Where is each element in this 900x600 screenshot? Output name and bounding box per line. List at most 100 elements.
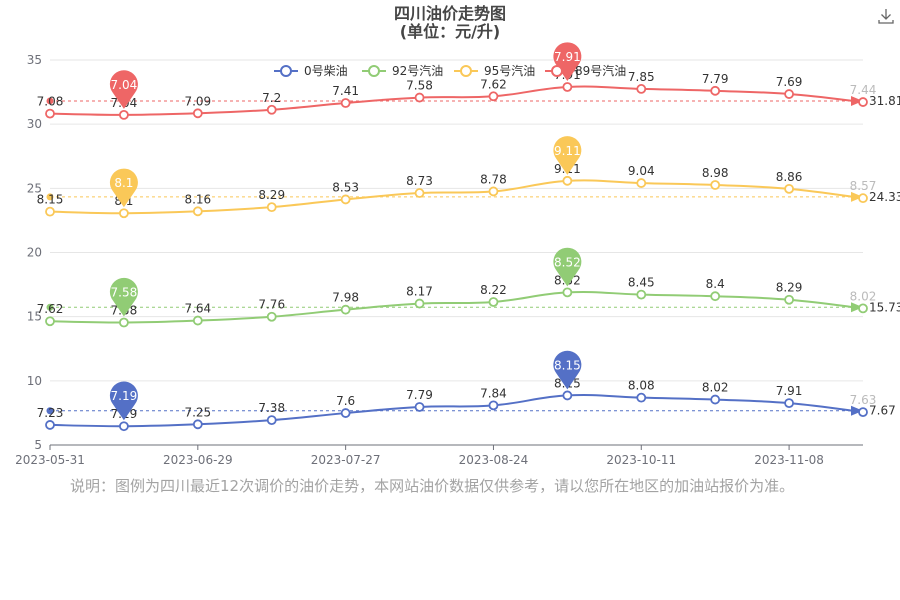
data-label: 7.58 bbox=[406, 79, 433, 93]
data-point bbox=[192, 315, 203, 326]
data-point bbox=[562, 287, 573, 298]
extreme-marker-label: 8.1 bbox=[114, 176, 133, 190]
y-tick-label: 20 bbox=[27, 246, 42, 260]
data-point bbox=[636, 178, 647, 188]
data-label: 7.2 bbox=[262, 91, 281, 105]
extreme-marker-label: 7.58 bbox=[111, 286, 138, 300]
y-tick-label: 10 bbox=[27, 374, 42, 388]
data-point bbox=[858, 193, 868, 204]
x-tick-label: 2023-05-31 bbox=[15, 453, 85, 467]
data-label: 7.62 bbox=[37, 302, 64, 316]
data-point bbox=[858, 303, 868, 314]
data-point bbox=[266, 311, 277, 322]
average-line-start bbox=[46, 97, 54, 105]
data-point bbox=[45, 206, 55, 217]
data-label: 8.4 bbox=[706, 277, 725, 291]
y-tick-label: 15 bbox=[27, 310, 42, 324]
extreme-marker-pin bbox=[553, 136, 582, 175]
data-point bbox=[488, 91, 499, 102]
data-point bbox=[192, 206, 203, 217]
data-point bbox=[45, 108, 55, 119]
data-point bbox=[414, 92, 425, 103]
chart-title-unit: (单位：元/升) bbox=[399, 22, 501, 41]
data-label: 8.53 bbox=[332, 180, 359, 194]
data-label: 7.62 bbox=[480, 77, 507, 91]
legend-label: 0号柴油 bbox=[304, 64, 348, 78]
series-line bbox=[49, 290, 864, 324]
data-point bbox=[192, 108, 203, 119]
data-point bbox=[636, 84, 647, 94]
data-point bbox=[562, 390, 573, 401]
data-point bbox=[636, 289, 647, 300]
data-label: 7.84 bbox=[480, 386, 507, 400]
average-label: 7.67 bbox=[869, 404, 896, 418]
data-label: 7.91 bbox=[776, 384, 803, 398]
x-tick-label: 2023-06-29 bbox=[163, 453, 233, 467]
data-label: 7.79 bbox=[702, 72, 729, 86]
data-point bbox=[119, 421, 129, 432]
series-line bbox=[49, 179, 864, 215]
data-point bbox=[710, 394, 721, 405]
data-label: 7.69 bbox=[776, 75, 803, 89]
data-label: 8.57 bbox=[850, 179, 877, 193]
data-point bbox=[858, 97, 868, 107]
legend-label: 92号汽油 bbox=[392, 63, 443, 78]
data-label: 8.45 bbox=[628, 276, 655, 290]
data-point bbox=[488, 186, 499, 197]
extreme-marker-label: 7.19 bbox=[111, 389, 138, 403]
extreme-marker-label: 8.52 bbox=[554, 255, 581, 269]
data-point bbox=[784, 183, 794, 194]
data-point bbox=[119, 109, 129, 120]
data-label: 7.6 bbox=[336, 394, 355, 408]
data-point bbox=[710, 291, 721, 302]
data-point bbox=[858, 407, 868, 417]
data-point bbox=[266, 202, 277, 213]
series-line bbox=[49, 393, 864, 428]
extreme-marker-pin bbox=[553, 247, 582, 287]
data-point bbox=[119, 317, 129, 328]
data-point bbox=[710, 85, 721, 96]
extreme-marker-pin bbox=[109, 277, 138, 317]
data-point bbox=[488, 400, 499, 411]
extreme-marker-label: 7.91 bbox=[554, 50, 581, 64]
extreme-marker-pin bbox=[553, 42, 582, 81]
download-button[interactable] bbox=[876, 6, 896, 26]
legend-label: 95号汽油 bbox=[484, 63, 535, 78]
data-label: 8.98 bbox=[702, 166, 729, 180]
data-point bbox=[784, 294, 794, 305]
legend-swatch-marker bbox=[280, 65, 292, 77]
data-point bbox=[119, 208, 129, 219]
extreme-marker-label: 8.15 bbox=[554, 358, 581, 372]
data-label: 8.73 bbox=[406, 174, 433, 188]
download-icon bbox=[878, 9, 894, 24]
data-label: 7.25 bbox=[184, 405, 211, 419]
data-point bbox=[414, 402, 425, 412]
extreme-marker-pin bbox=[553, 350, 582, 390]
data-point bbox=[340, 304, 351, 315]
data-label: 7.08 bbox=[37, 95, 64, 109]
chart-note: 说明：图例为四川最近12次调价的油价走势，本网站油价数据仅供参考，请以您所在地区… bbox=[70, 477, 795, 495]
data-label: 8.86 bbox=[776, 170, 803, 184]
average-label: 24.33 bbox=[869, 190, 900, 204]
chart-title-main: 四川油价走势图 bbox=[393, 4, 506, 23]
data-point bbox=[488, 297, 499, 307]
data-label: 8.16 bbox=[184, 192, 211, 206]
extreme-marker-pin bbox=[109, 70, 138, 109]
y-tick-label: 25 bbox=[27, 181, 42, 195]
y-tick-label: 30 bbox=[27, 117, 42, 131]
data-label: 8.78 bbox=[480, 172, 507, 186]
extreme-marker-pin bbox=[109, 168, 138, 208]
chart-title: 四川油价走势图 (单位：元/升) bbox=[0, 5, 900, 41]
legend-label: 89号汽油 bbox=[575, 63, 626, 78]
data-point bbox=[340, 98, 351, 108]
data-point bbox=[562, 175, 573, 186]
data-point bbox=[414, 298, 425, 309]
data-point bbox=[45, 316, 55, 327]
data-label: 8.02 bbox=[702, 381, 729, 395]
data-label: 8.22 bbox=[480, 283, 507, 297]
y-tick-label: 5 bbox=[34, 438, 42, 452]
data-label: 8.02 bbox=[850, 289, 877, 303]
data-label: 7.23 bbox=[37, 406, 64, 420]
data-point bbox=[266, 415, 277, 426]
